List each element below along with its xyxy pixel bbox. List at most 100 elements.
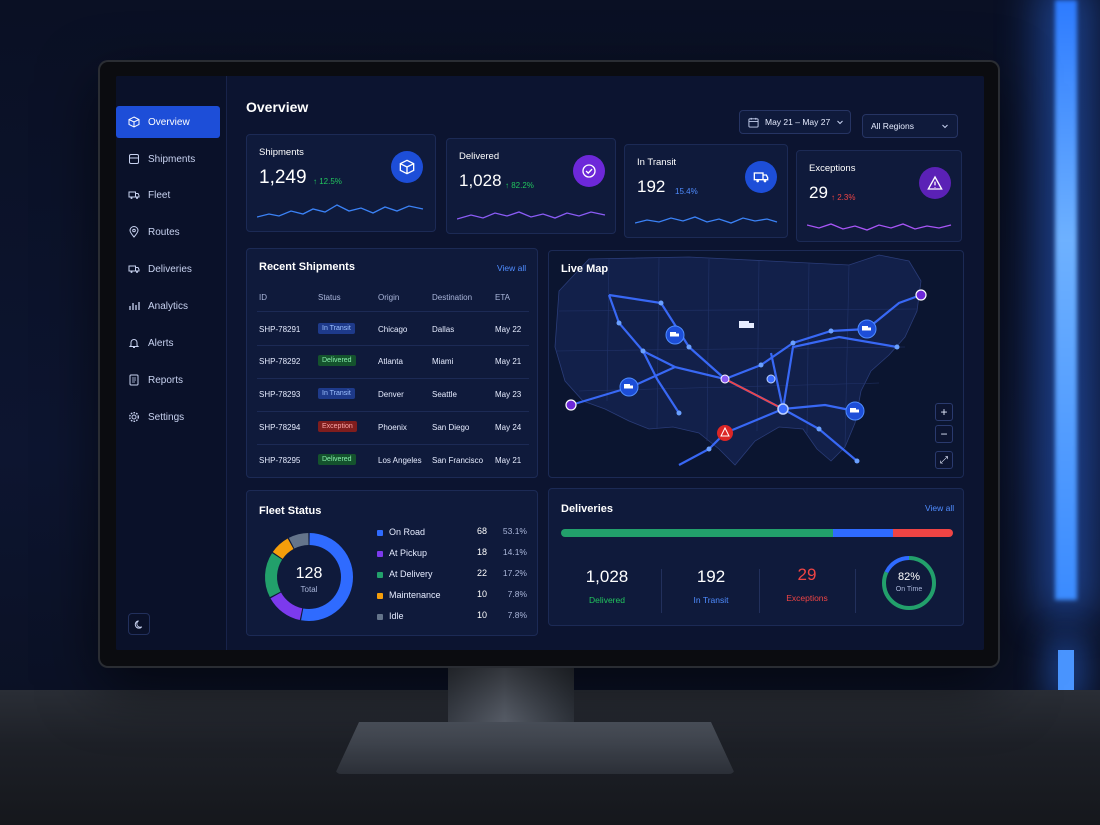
cell-origin: Chicago (378, 325, 408, 334)
cell-destination: Seattle (432, 390, 457, 399)
divider (855, 569, 856, 613)
sidebar-item-deliveries[interactable]: Deliveries (116, 253, 220, 285)
sidebar-item-fleet[interactable]: Fleet (116, 179, 220, 211)
cell-destination: San Francisco (432, 456, 484, 465)
donut-segment-at-delivery[interactable] (265, 553, 283, 598)
legend-swatch (377, 593, 383, 599)
cell-id: SHP-78295 (259, 456, 301, 465)
date-range-picker[interactable]: May 21 – May 27 (739, 110, 851, 134)
card-title: Recent Shipments (259, 261, 355, 273)
package-icon (129, 154, 139, 164)
truck-icon (128, 191, 140, 199)
kpi-label: Shipments (259, 147, 304, 158)
zoom-out-button[interactable]: − (935, 425, 953, 443)
kpi-value: 192 (637, 177, 666, 196)
kpi-sparkline (457, 211, 606, 220)
legend-label: At Pickup (389, 548, 428, 558)
cell-destination: San Diego (432, 423, 470, 432)
sidebar-item-label: Routes (148, 226, 180, 238)
donut-segment-maintenance[interactable] (272, 538, 294, 560)
sidebar-item-shipments[interactable]: Shipments (116, 143, 220, 175)
view-all-link[interactable]: View all (497, 263, 527, 273)
cell-eta: May 21 (495, 456, 522, 465)
truck-icon (619, 377, 639, 397)
deliveries-card: Deliveries View all 1,028 Delivered 192 … (548, 488, 964, 626)
legend-count: 10 (476, 589, 487, 599)
cell-destination: Dallas (432, 325, 455, 334)
bar-chart-icon (129, 302, 140, 310)
divider (661, 569, 662, 613)
gauge-remainder (882, 556, 936, 610)
legend-swatch (377, 614, 383, 620)
bar-segment-in-transit (833, 529, 893, 537)
divider (257, 444, 529, 445)
kpi-sparkline (807, 223, 952, 231)
column-header[interactable]: Destination (432, 293, 473, 302)
column-header[interactable]: Status (318, 293, 341, 302)
divider (257, 411, 529, 412)
fleet-total-value: 128 (295, 565, 323, 582)
fleet-total-label: Total (300, 585, 318, 594)
sidebar-item-label: Fleet (148, 189, 171, 201)
alert-marker-icon (717, 425, 733, 441)
column-header[interactable]: ETA (495, 293, 510, 302)
column-header[interactable]: ID (259, 293, 267, 302)
in-transit-value: 192 (696, 567, 726, 586)
donut-segment-idle[interactable] (288, 533, 309, 549)
sidebar-item-reports[interactable]: Reports (116, 364, 220, 396)
status-badge: Exception (318, 421, 357, 432)
route-endpoint (565, 399, 577, 411)
legend-count: 10 (476, 610, 487, 620)
divider (257, 345, 529, 346)
legend-label: On Road (389, 527, 426, 537)
page-title: Overview (246, 99, 309, 115)
truck-icon (845, 401, 865, 421)
legend-count: 22 (476, 568, 487, 578)
kpi-sparkline (257, 204, 424, 218)
column-header[interactable]: Origin (378, 293, 400, 302)
card-title: Live Map (561, 263, 609, 275)
date-range-value: May 21 – May 27 (765, 117, 831, 127)
bell-icon (128, 339, 140, 348)
donut-segment-at-pickup[interactable] (270, 592, 303, 621)
kpi-card-in-transit[interactable]: In Transit 192 15.4% (624, 144, 788, 238)
donut-segment-on-road[interactable] (301, 533, 353, 621)
sidebar-item-routes[interactable]: Routes (116, 216, 220, 248)
theme-toggle-button[interactable] (128, 613, 150, 635)
kpi-card-exceptions[interactable]: Exceptions 29 ↑ 2.3% (796, 150, 962, 242)
kpi-value: 1,028 (459, 171, 502, 190)
sidebar-item-overview[interactable]: Overview (116, 106, 220, 138)
view-all-link[interactable]: View all (925, 503, 955, 513)
fullscreen-button[interactable]: ⤢ (935, 451, 953, 469)
sidebar-item-alerts[interactable]: Alerts (116, 327, 220, 359)
sidebar-item-label: Settings (148, 411, 185, 423)
calendar-icon (748, 117, 759, 128)
sidebar-item-settings[interactable]: Settings (116, 401, 220, 433)
cell-origin: Los Angeles (378, 456, 422, 465)
sidebar-item-analytics[interactable]: Analytics (116, 290, 220, 322)
region-select[interactable]: All Regions (862, 114, 958, 138)
chevron-down-icon (942, 124, 948, 129)
map-pin-icon (129, 226, 139, 238)
delivery-truck-icon (128, 265, 140, 273)
cell-eta: May 24 (495, 423, 522, 432)
gear-icon (128, 411, 140, 423)
us-map[interactable] (549, 251, 964, 478)
kpi-label: Delivered (459, 151, 500, 162)
divider (759, 569, 760, 613)
legend-swatch (377, 530, 383, 536)
kpi-card-delivered[interactable]: Delivered 1,028 ↑ 82.2% (446, 138, 616, 234)
legend-percent: 17.2% (502, 568, 527, 578)
status-badge: Delivered (318, 355, 356, 366)
kpi-card-shipments[interactable]: Shipments 1,249 ↑ 12.5% (246, 134, 436, 232)
cell-origin: Denver (378, 390, 404, 399)
background-light-strip (1055, 0, 1077, 600)
status-badge: In Transit (318, 323, 355, 334)
truck-icon (857, 319, 877, 339)
bar-segment-exceptions (893, 529, 953, 537)
kpi-value: 1,249 (259, 167, 307, 188)
deliveries-progress-bar (561, 529, 953, 537)
divider (257, 311, 529, 312)
zoom-in-button[interactable]: + (935, 403, 953, 421)
fleet-donut-chart[interactable] (261, 529, 357, 625)
